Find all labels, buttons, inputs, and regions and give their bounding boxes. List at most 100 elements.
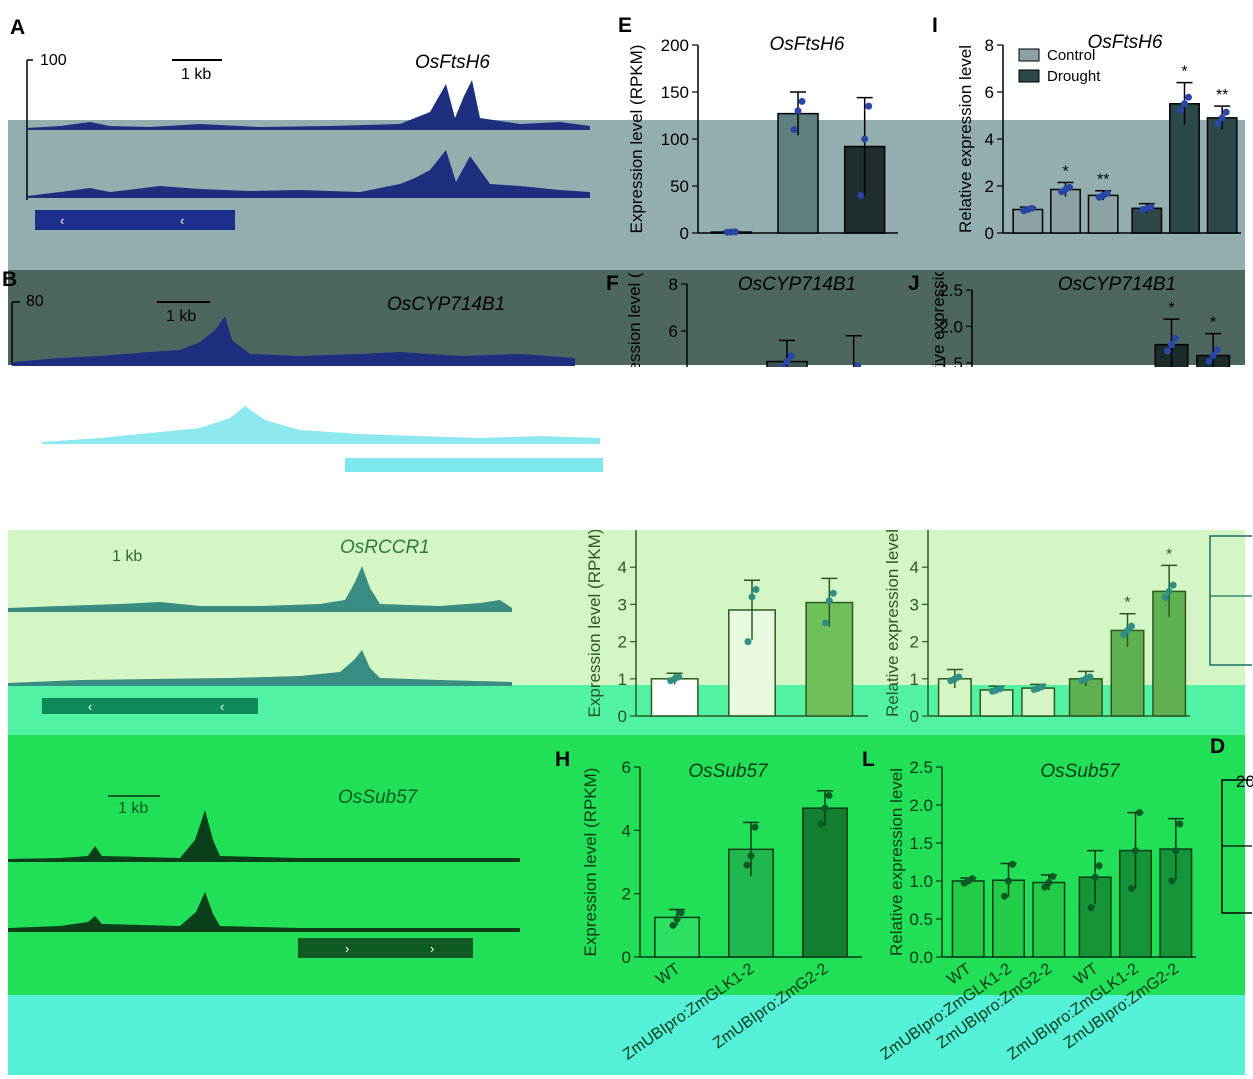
- y-axis-label: Relative expression level: [887, 768, 906, 956]
- data-point: [1041, 883, 1049, 891]
- data-point: [1177, 106, 1184, 114]
- data-point: [731, 228, 739, 236]
- legend-swatch: [1018, 69, 1040, 83]
- data-point: [1164, 347, 1171, 355]
- y-tick-label: 1: [618, 670, 627, 689]
- bar: [1087, 194, 1119, 234]
- bar: [1169, 103, 1200, 234]
- panel-k-extra-frame: [1209, 535, 1252, 666]
- data-point: [794, 107, 802, 115]
- data-point: [787, 352, 795, 360]
- y-tick-label: 4: [618, 558, 627, 577]
- data-point: [779, 363, 787, 367]
- data-point: [968, 875, 976, 883]
- data-point: [798, 97, 806, 105]
- chart-title: OsFtsH6: [1088, 32, 1163, 53]
- data-point: [857, 191, 865, 199]
- data-point: [1132, 847, 1139, 855]
- y-tick-label: 4: [910, 558, 919, 577]
- bar: [1110, 629, 1145, 717]
- legend-swatch: [1018, 48, 1040, 62]
- track-title-osrccr1: OsRCCR1: [340, 537, 430, 558]
- data-point: [752, 586, 760, 594]
- gene-model-d: [298, 938, 473, 958]
- y-tick-label: 3: [910, 595, 919, 614]
- y-tick-label: 2.0: [909, 796, 933, 815]
- chart-title: OsCYP714B1: [738, 274, 856, 295]
- bar: [1206, 117, 1238, 234]
- data-point: [1185, 93, 1192, 101]
- data-point: [751, 823, 759, 831]
- legend-label: Drought: [1047, 68, 1101, 85]
- gene-model-a: [35, 210, 235, 230]
- coverage-track-c-upper: [42, 406, 600, 444]
- y-tick-label: 2.5: [939, 281, 963, 300]
- bar: [1032, 881, 1066, 958]
- data-point: [1086, 673, 1094, 681]
- data-point: [743, 861, 751, 869]
- gene-model-arrow-c1: ‹: [88, 699, 92, 714]
- panel-label-f: F: [606, 272, 619, 295]
- data-point: [1218, 114, 1226, 122]
- significance-mark: *: [1168, 300, 1174, 317]
- row-band-3: [8, 365, 1245, 530]
- y-tick-label: 2: [622, 885, 631, 904]
- data-point: [1214, 120, 1222, 128]
- data-point: [1165, 587, 1173, 595]
- coverage-track-d2: [8, 892, 520, 932]
- coverage-track-a1: [27, 80, 590, 130]
- y-tick-label: 0.5: [909, 910, 933, 929]
- track-ymax-b: 80: [26, 293, 44, 310]
- data-point: [1005, 877, 1012, 885]
- data-point: [677, 909, 685, 917]
- data-point: [673, 915, 681, 923]
- data-point: [1128, 622, 1135, 630]
- data-point: [825, 597, 833, 605]
- coverage-track-b1: [12, 316, 575, 366]
- row-band-7: [8, 995, 1245, 1075]
- data-point: [1103, 190, 1111, 198]
- bar: [802, 807, 848, 958]
- data-point: [829, 589, 837, 597]
- data-point: [955, 673, 963, 681]
- panel-label-d: D: [1210, 735, 1226, 758]
- gene-model-arrow-a2: ‹: [180, 213, 184, 228]
- bar-chart-f: 02468Expression level (RPKM)OsCYP714B1: [625, 272, 862, 367]
- data-point: [1038, 683, 1046, 691]
- data-point: [744, 638, 752, 646]
- y-tick-label: 0: [618, 707, 627, 726]
- gene-model-arrow-c2: ‹: [220, 699, 224, 714]
- bar: [1012, 208, 1044, 234]
- y-axis-label: Expression level (RPKM): [585, 530, 604, 717]
- bar-chart-h: 0 2 4 6 Expression level (RPKM) OsSub57 WTZmUB…: [581, 758, 862, 1064]
- bar: [1021, 687, 1056, 717]
- data-point: [1009, 860, 1016, 868]
- data-point: [669, 921, 677, 929]
- y-tick-label: 1.0: [909, 872, 933, 891]
- y-tick-label: 1.5: [939, 354, 963, 367]
- panel-label-e: E: [618, 14, 633, 37]
- y-tick-label: 0: [680, 224, 689, 243]
- significance-mark: *: [1210, 315, 1216, 332]
- y-tick-label: 1: [910, 670, 919, 689]
- data-point: [1001, 892, 1008, 900]
- data-point: [1172, 847, 1180, 855]
- gene-model-arrow-a1: ‹: [60, 213, 64, 228]
- track-title-ossub57: OsSub57: [338, 787, 418, 808]
- data-point: [1176, 820, 1184, 828]
- coverage-track-a2: [27, 150, 590, 198]
- data-point: [1066, 183, 1073, 191]
- bar-chart-k: 0 1 2 3 4 Relative expression level * *: [883, 530, 1190, 726]
- significance-mark: **: [1097, 172, 1109, 189]
- extra-tick-label: 20: [1236, 772, 1253, 791]
- y-tick-label: 50: [670, 177, 689, 196]
- significance-mark: **: [1216, 87, 1228, 104]
- panel-label-b: B: [2, 268, 18, 291]
- track-title-oscyp714b1: OsCYP714B1: [387, 294, 506, 315]
- coverage-track-c1: [8, 566, 512, 612]
- data-point: [1095, 862, 1103, 870]
- data-point: [1049, 872, 1057, 880]
